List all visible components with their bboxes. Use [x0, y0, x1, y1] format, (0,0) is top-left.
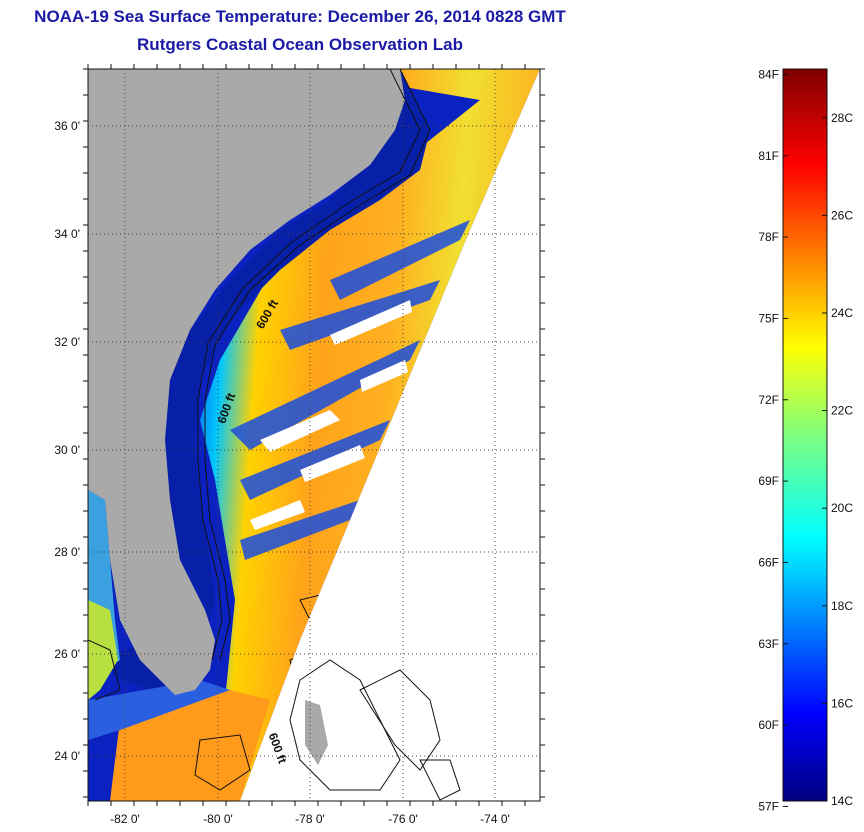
frame-ticks	[83, 64, 545, 806]
colorbar-f-label: 72F	[758, 393, 779, 407]
colorbar-c-label: 28C	[831, 111, 853, 125]
land-mass	[88, 69, 405, 695]
bahamas-land-3	[305, 700, 328, 765]
map-area	[88, 69, 540, 801]
colorbar-celsius-labels: 28C 26C 24C 22C 20C 18C 16C 14C	[831, 111, 853, 808]
colorbar-frame	[782, 68, 828, 802]
lat-tick-label: 36 0'	[54, 119, 80, 133]
lat-tick-label: 26 0'	[54, 647, 80, 661]
colorbar-fahrenheit-labels: 84F 81F 78F 75F 72F 69F 66F 63F 60F 57F	[758, 67, 779, 813]
latitude-labels: 36 0' 34 0' 32 0' 30 0' 28 0' 26 0' 24 0…	[54, 119, 80, 763]
colorbar-c-label: 16C	[831, 696, 853, 710]
lon-tick-label: -76 0'	[388, 812, 418, 826]
straits-sst-cold	[88, 680, 230, 740]
lon-tick-label: -78 0'	[295, 812, 325, 826]
colorbar-f-label: 57F	[758, 799, 779, 813]
map-title: NOAA-19 Sea Surface Temperature: Decembe…	[34, 7, 566, 26]
colorbar-c-label: 20C	[831, 501, 853, 515]
colorbar-f-label: 78F	[758, 230, 779, 244]
colorbar-f-label: 84F	[758, 67, 779, 81]
colorbar-c-label: 26C	[831, 208, 853, 222]
colorbar-c-label: 24C	[831, 306, 853, 320]
cloud-streaks	[230, 220, 470, 560]
colorbar-f-label: 81F	[758, 149, 779, 163]
lat-tick-label: 28 0'	[54, 545, 80, 559]
no-data-region	[240, 69, 540, 801]
colorbar-f-label: 69F	[758, 474, 779, 488]
colorbar-c-label: 22C	[831, 404, 853, 418]
map-frame	[87, 68, 541, 802]
lat-tick-label: 32 0'	[54, 335, 80, 349]
lon-tick-label: -74 0'	[480, 812, 510, 826]
coastal-cold-band	[100, 69, 430, 690]
colorbar-c-label: 14C	[831, 794, 853, 808]
lon-tick-label: -80 0'	[203, 812, 233, 826]
lat-tick-label: 30 0'	[54, 443, 80, 457]
map-grid	[88, 69, 540, 801]
gulf-sst-warm	[88, 600, 118, 700]
cloud-gaps	[250, 300, 412, 530]
colorbar-ticks	[783, 73, 827, 807]
colorbar-f-label: 75F	[758, 311, 779, 325]
colorbar	[783, 69, 827, 801]
colorbar-f-label: 66F	[758, 555, 779, 569]
colorbar-f-label: 60F	[758, 718, 779, 732]
lat-tick-label: 34 0'	[54, 227, 80, 241]
colorbar-f-label: 63F	[758, 637, 779, 651]
map-subtitle: Rutgers Coastal Ocean Observation Lab	[137, 35, 463, 54]
lon-tick-label: -82 0'	[110, 812, 140, 826]
longitude-labels: -82 0' -80 0' -78 0' -76 0' -74 0'	[110, 812, 510, 826]
bahamas-outlines	[289, 659, 461, 801]
lat-tick-label: 24 0'	[54, 749, 80, 763]
colorbar-c-label: 18C	[831, 599, 853, 613]
